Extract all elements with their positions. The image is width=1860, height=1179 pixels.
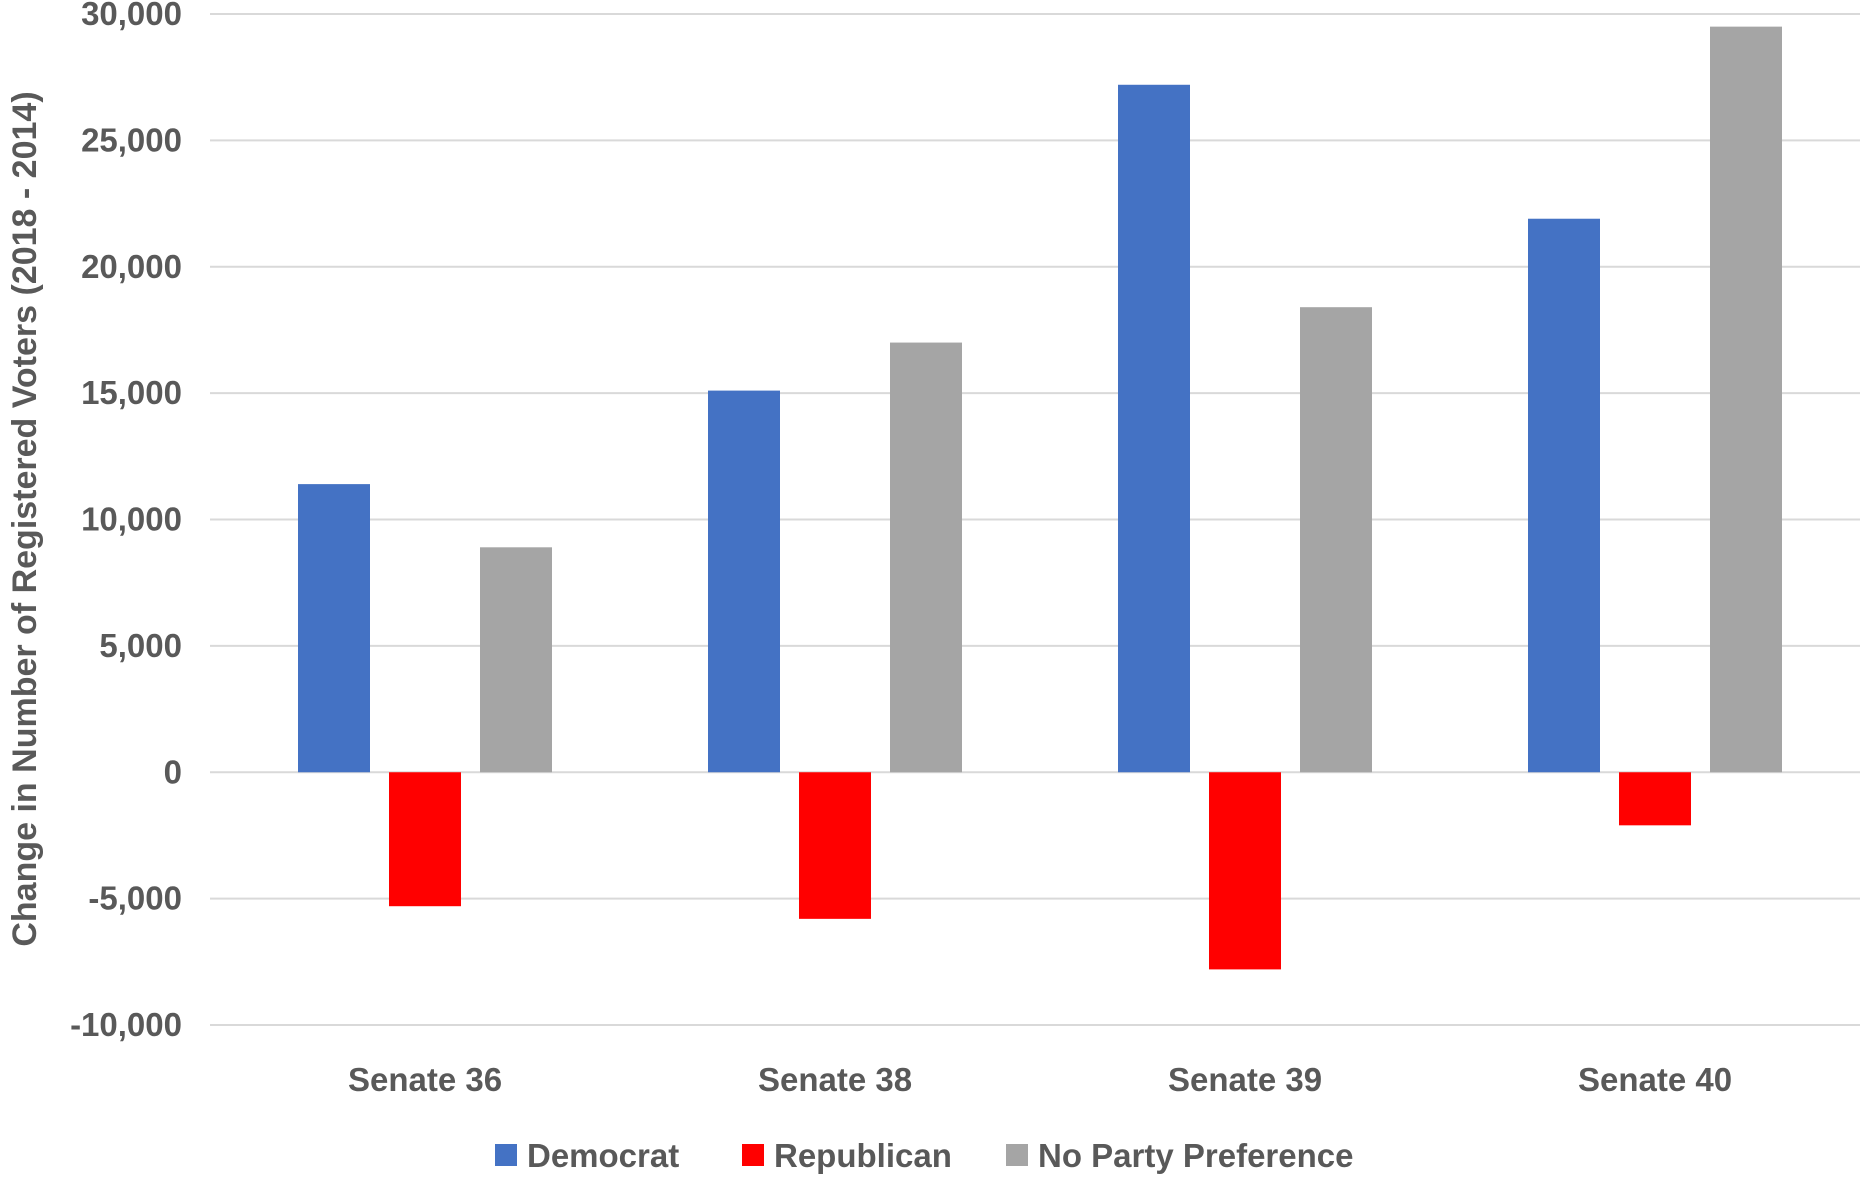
legend-label: Democrat bbox=[527, 1137, 679, 1174]
bar-no-party-preference-senate-40 bbox=[1710, 26, 1782, 773]
y-tick-label: 30,000 bbox=[81, 0, 182, 32]
y-tick-label: 25,000 bbox=[81, 121, 182, 158]
y-tick-label: 0 bbox=[164, 753, 182, 790]
y-axis-tick-labels: -10,000 -5,000 0 5,000 10,000 15,000 20,000 25,… bbox=[70, 0, 182, 1043]
bar-no-party-preference-senate-36 bbox=[480, 547, 552, 773]
x-tick-label: Senate 36 bbox=[348, 1061, 502, 1098]
bar-democrat-senate-38 bbox=[708, 390, 780, 773]
bar-democrat-senate-40 bbox=[1528, 218, 1600, 773]
y-axis-title: Change in Number of Registered Voters (2… bbox=[6, 91, 44, 946]
bar-democrat-senate-36 bbox=[298, 484, 370, 773]
bar-democrat-senate-39 bbox=[1118, 84, 1190, 773]
bar-no-party-preference-senate-39 bbox=[1300, 307, 1372, 773]
y-tick-label: 5,000 bbox=[99, 627, 182, 664]
bar-republican-senate-39 bbox=[1209, 772, 1281, 970]
legend-swatch-no-party-preference bbox=[1006, 1144, 1028, 1166]
legend-label: No Party Preference bbox=[1038, 1137, 1353, 1174]
bar-republican-senate-36 bbox=[389, 772, 461, 907]
y-tick-label: 15,000 bbox=[81, 374, 182, 411]
y-tick-label: -5,000 bbox=[88, 880, 182, 917]
legend-swatch-republican bbox=[742, 1144, 764, 1166]
bar-republican-senate-40 bbox=[1619, 772, 1691, 826]
legend-label: Republican bbox=[774, 1137, 952, 1174]
x-tick-label: Senate 39 bbox=[1168, 1061, 1322, 1098]
x-axis-tick-labels: Senate 36 Senate 38 Senate 39 Senate 40 bbox=[348, 1061, 1732, 1098]
legend: Democrat Republican No Party Preference bbox=[495, 1137, 1353, 1174]
x-tick-label: Senate 40 bbox=[1578, 1061, 1732, 1098]
bar-republican-senate-38 bbox=[799, 772, 871, 919]
bars bbox=[298, 26, 1782, 970]
y-tick-label: 20,000 bbox=[81, 248, 182, 285]
x-tick-label: Senate 38 bbox=[758, 1061, 912, 1098]
bar-no-party-preference-senate-38 bbox=[890, 342, 962, 773]
legend-swatch-democrat bbox=[495, 1144, 517, 1166]
y-tick-label: 10,000 bbox=[81, 501, 182, 538]
y-tick-label: -10,000 bbox=[70, 1006, 182, 1043]
